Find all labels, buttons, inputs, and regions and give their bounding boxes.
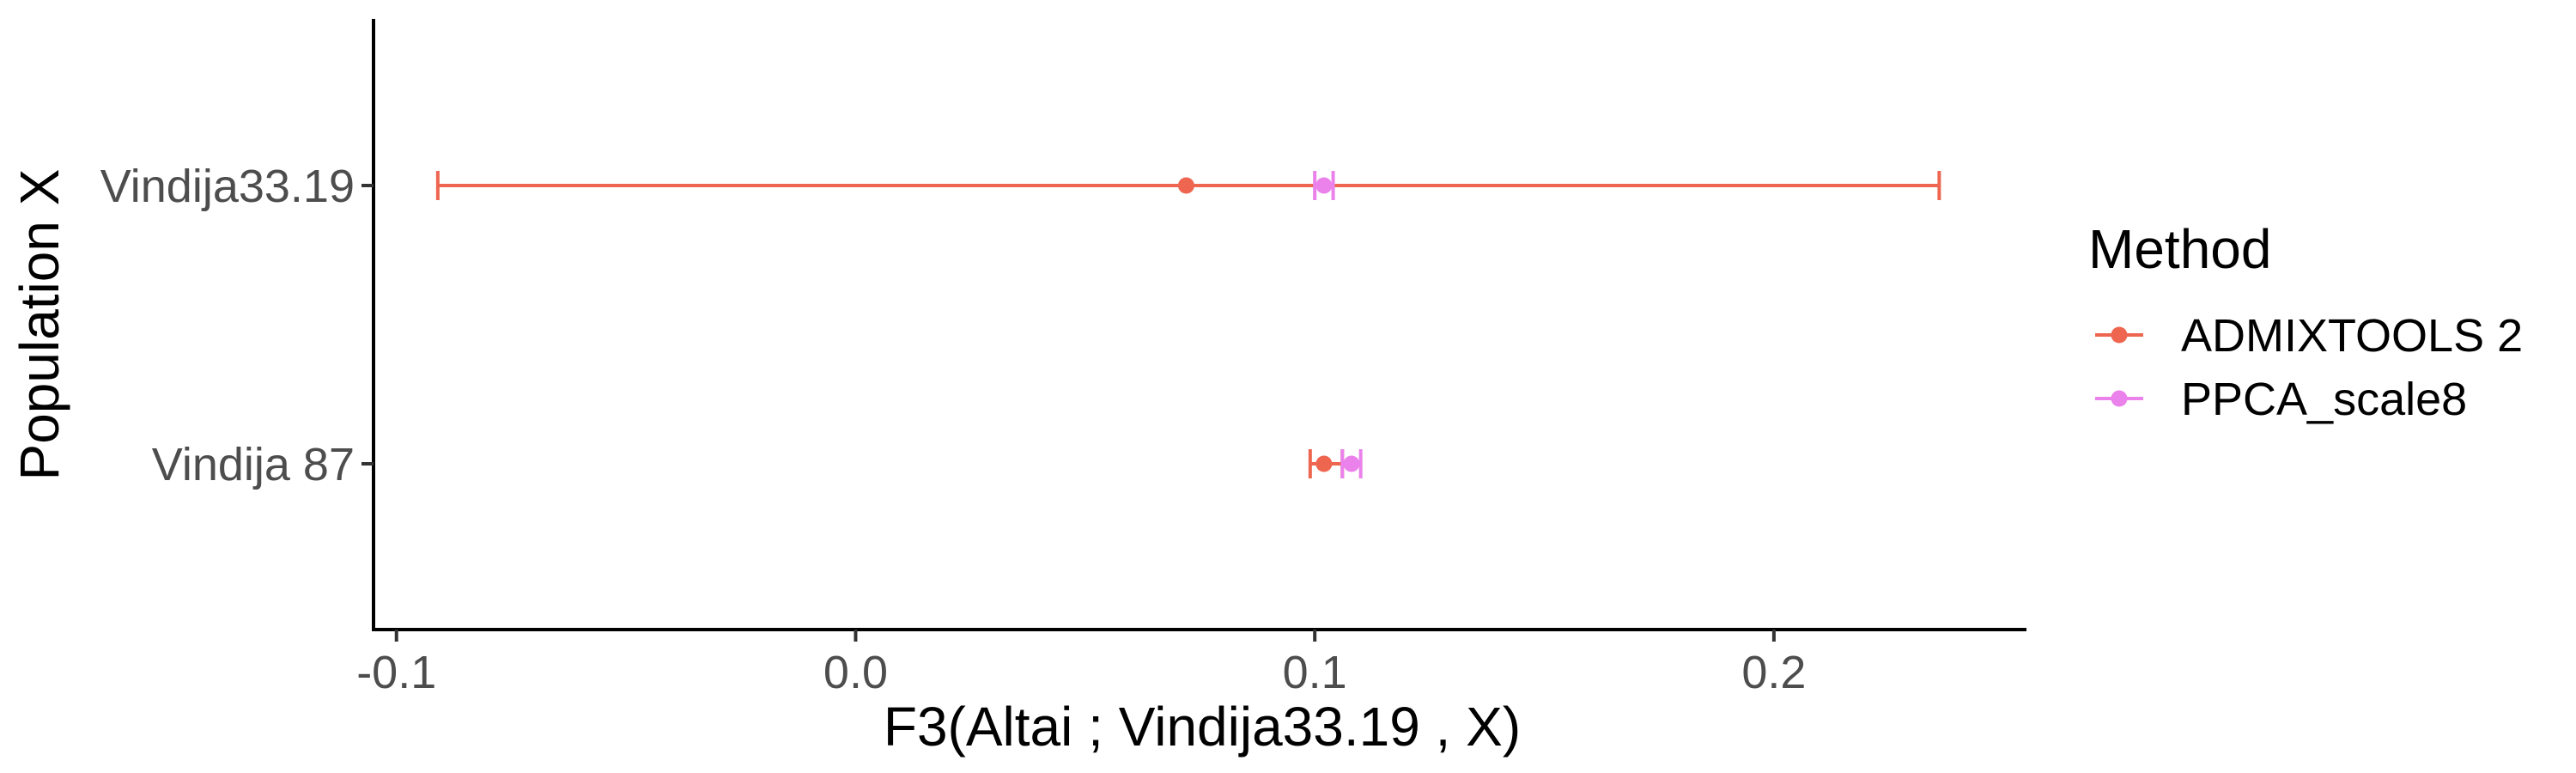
legend-key-point (2111, 326, 2128, 344)
y-tick-label: Vindija33.19 (100, 161, 355, 212)
legend-label: PPCA_scale8 (2181, 374, 2467, 425)
legend-item: PPCA_scale8 (2095, 374, 2467, 425)
legend-item: ADMIXTOOLS 2 (2095, 310, 2523, 362)
legend: Method ADMIXTOOLS 2 PPCA_scale8 (2088, 218, 2523, 425)
legend-label: ADMIXTOOLS 2 (2181, 310, 2523, 362)
data-point (1315, 177, 1333, 194)
x-tick-label: 0.1 (1283, 647, 1347, 698)
legend-key-point (2111, 390, 2128, 407)
series-admixtools-2 (435, 171, 1941, 478)
y-axis-ticks: Vindija33.19 Vindija 87 (100, 161, 374, 490)
x-tick-label: 0.0 (823, 647, 888, 698)
data-point (1315, 455, 1333, 472)
x-axis-ticks: -0.1 0.0 0.1 0.2 (356, 630, 1806, 698)
data-point (1343, 455, 1360, 472)
legend-items: ADMIXTOOLS 2 PPCA_scale8 (2095, 310, 2523, 425)
y-axis-title: Population X (9, 169, 70, 481)
plot-area (435, 171, 1941, 478)
x-axis-title: F3(Altai ; Vindija33.19 , X) (884, 696, 1521, 758)
legend-title: Method (2088, 218, 2271, 280)
data-point (1177, 177, 1194, 194)
series-ppca-scale8 (1313, 171, 1363, 478)
y-tick-label: Vindija 87 (152, 439, 355, 490)
x-tick-label: -0.1 (356, 647, 436, 698)
x-tick-label: 0.2 (1741, 647, 1806, 698)
